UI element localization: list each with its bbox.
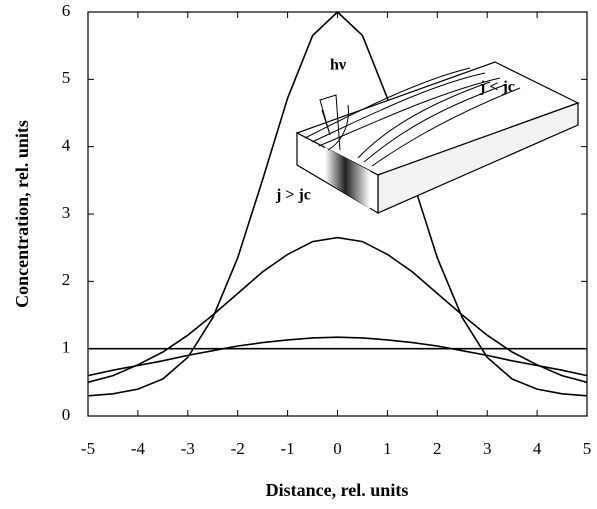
x-tick-label: 0 [333, 439, 342, 458]
x-tick-label: -5 [81, 439, 95, 458]
current-lines [304, 67, 521, 167]
inset-label: j > jc [275, 187, 311, 204]
inset: hν j < jc j > jc [275, 57, 580, 215]
x-tick-label: -1 [281, 439, 295, 458]
y-tick-label: 2 [62, 270, 71, 289]
x-tick-label: -2 [231, 439, 245, 458]
inset-label: hν [330, 57, 346, 74]
line [87, 236, 588, 384]
y-tick-label: 0 [62, 405, 71, 424]
y-tick-label: 4 [62, 136, 71, 155]
y-tick-label: 5 [62, 68, 71, 87]
x-axis-label: Distance, rel. units [266, 480, 409, 500]
line [87, 10, 588, 397]
line [87, 336, 588, 377]
light-spot [325, 147, 370, 209]
x-tick-label: 3 [483, 439, 492, 458]
y-tick-label: 6 [62, 1, 71, 20]
x-tick-label: 1 [383, 439, 392, 458]
x-tick-label: -3 [181, 439, 195, 458]
inset-label: j < jc [479, 79, 515, 96]
x-tick-label: -4 [131, 439, 146, 458]
y-axis-label: Concentration, rel. units [12, 120, 32, 308]
y-tick-label: 1 [62, 338, 71, 357]
x-tick-label: 4 [533, 439, 542, 458]
y-tick-label: 3 [62, 203, 71, 222]
x-tick-label: 5 [583, 439, 592, 458]
x-tick-label: 2 [433, 439, 442, 458]
